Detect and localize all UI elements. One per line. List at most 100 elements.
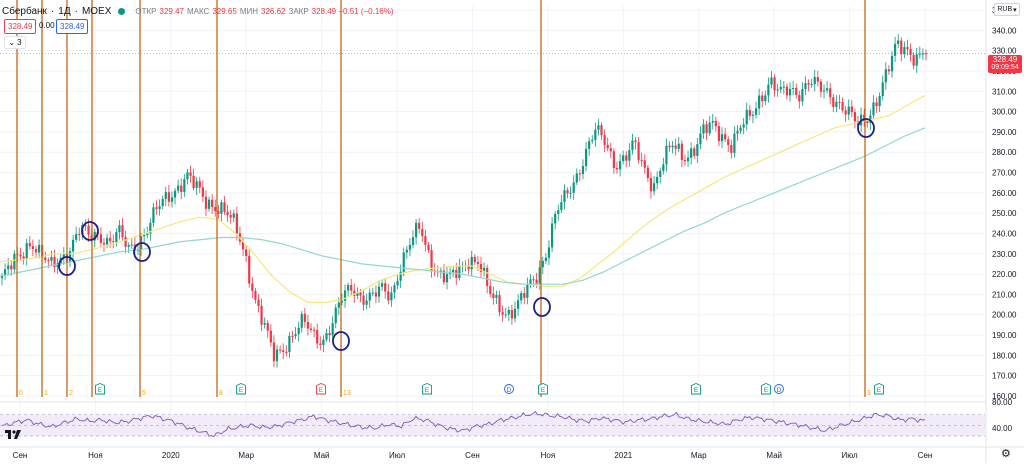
event-line-label: 5 [142, 390, 146, 397]
candle-body [594, 129, 597, 140]
candle-body [37, 244, 41, 253]
candle-body [350, 285, 353, 291]
candle-body [890, 55, 894, 72]
timeframe-label[interactable]: 1Д [58, 5, 71, 17]
sell-button[interactable]: 328.49 [4, 19, 37, 34]
symbol-header[interactable]: Сбербанк · 1Д · MOEX ОТКР 329.47 МАКС 329.… [2, 4, 394, 18]
earnings-badge-icon[interactable]: E [691, 383, 701, 395]
candle-body [381, 283, 384, 287]
candle-body [569, 192, 572, 194]
highlight-circle[interactable] [58, 256, 76, 276]
earnings-badge-icon[interactable]: E [422, 383, 432, 395]
candle-body [727, 139, 730, 146]
candle-body [489, 285, 492, 294]
candle-body [625, 155, 628, 161]
spread-value: 0.00 [39, 21, 55, 30]
candle-body [856, 121, 860, 126]
badge-shape [422, 383, 432, 395]
badge-text: D [507, 387, 512, 394]
gear-icon[interactable]: ⚙ [1001, 448, 1011, 460]
candle-body [105, 237, 109, 245]
header-separator: · [50, 5, 55, 17]
candle-body [245, 249, 248, 256]
candle-body [584, 148, 588, 167]
candle-body [399, 271, 402, 281]
currency-select[interactable]: RUB ▾ [994, 3, 1020, 16]
candle-body [155, 207, 158, 209]
highlight-circle[interactable] [81, 221, 99, 241]
candle-body [572, 182, 575, 193]
symbol-name[interactable]: Сбербанк [2, 5, 47, 17]
market-status-icon [118, 7, 126, 15]
candle-body [279, 349, 282, 351]
candle-body [248, 255, 251, 284]
candle-body [226, 211, 229, 216]
badge-text: E [239, 387, 244, 394]
dividend-badge-icon[interactable]: D [774, 384, 784, 395]
buy-button[interactable]: 328.49 [56, 19, 89, 34]
candle-body [652, 183, 656, 192]
candle-body [177, 185, 180, 191]
candle-body [25, 243, 28, 259]
earnings-badge-icon[interactable]: E [316, 383, 326, 395]
badge-shape [236, 383, 246, 395]
candle-body [28, 243, 31, 247]
candle-body [309, 328, 313, 330]
candle-body [513, 308, 517, 319]
time-axis-label: Июл [389, 451, 406, 460]
candle-body [816, 77, 819, 82]
candle-body [220, 202, 223, 214]
indicators-toggle-button[interactable]: ⌄ 3 [4, 36, 26, 49]
badge-text: D [777, 387, 782, 394]
highlight-circle[interactable] [857, 118, 875, 138]
candle-body [708, 122, 711, 134]
candle-body [637, 142, 640, 160]
price-axis-label: 310.00 [992, 87, 1017, 96]
candle-body [779, 86, 782, 90]
candle-body [618, 161, 622, 170]
candle-body [186, 172, 189, 180]
earnings-badge-icon[interactable]: E [761, 383, 771, 395]
candle-body [402, 252, 405, 272]
tradingview-logo-icon[interactable] [4, 428, 22, 440]
candle-body [251, 283, 254, 291]
earnings-badge-icon[interactable]: E [95, 383, 105, 395]
open-label: ОТКР [135, 6, 157, 16]
highlight-circle[interactable] [533, 297, 551, 317]
event-line-label: 1 [44, 390, 48, 397]
highlight-circle[interactable] [332, 331, 350, 351]
candle-body [359, 292, 362, 296]
candle-body [53, 256, 56, 268]
earnings-badge-icon[interactable]: E [538, 383, 548, 395]
candle-body [674, 145, 677, 149]
candle-body [118, 225, 121, 233]
candle-body [257, 299, 260, 306]
candle-body [272, 342, 276, 362]
candle-body [99, 234, 102, 243]
candle-body [164, 192, 167, 199]
candle-body [430, 250, 433, 271]
price-axis-label: 330.00 [992, 47, 1017, 56]
candle-body [288, 335, 291, 353]
candle-body [467, 265, 470, 270]
earnings-badge-icon[interactable]: E [874, 383, 884, 395]
last-price-label: 328.49 09:09:54 [988, 55, 1022, 73]
candle-body [819, 81, 823, 92]
candle-body [686, 157, 690, 162]
candle-body [34, 249, 38, 253]
earnings-badge-icon[interactable]: E [236, 383, 246, 395]
header-separator: · [74, 5, 78, 17]
candle-body [158, 206, 161, 209]
candle-body [71, 239, 75, 252]
candle-body [445, 274, 449, 283]
candle-body [124, 237, 127, 247]
candle-body [628, 150, 631, 161]
currency-label: RUB [997, 6, 1013, 13]
candle-body [130, 244, 133, 246]
candle-body [826, 88, 829, 91]
highlight-circle[interactable] [133, 242, 151, 262]
event-line-label: 2 [69, 390, 73, 397]
dividend-badge-icon[interactable]: D [504, 384, 514, 395]
candle-body [878, 96, 881, 107]
